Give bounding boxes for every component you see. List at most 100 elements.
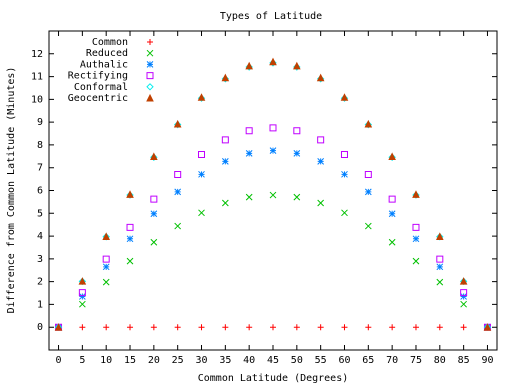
point bbox=[221, 136, 229, 144]
point bbox=[150, 195, 158, 203]
point bbox=[293, 127, 301, 135]
point bbox=[412, 257, 420, 265]
y-axis-label: Difference from Common Latitude (Minutes… bbox=[6, 67, 17, 314]
point bbox=[436, 255, 444, 263]
legend-label: Reduced bbox=[86, 48, 128, 59]
point bbox=[364, 171, 372, 179]
point bbox=[317, 136, 325, 144]
chart-title: Types of Latitude bbox=[220, 11, 322, 22]
point bbox=[412, 223, 420, 231]
point bbox=[389, 324, 396, 331]
point bbox=[150, 153, 158, 161]
point bbox=[460, 324, 467, 331]
point bbox=[364, 119, 373, 128]
legend-label: Common bbox=[92, 37, 128, 48]
point bbox=[174, 171, 182, 179]
point bbox=[388, 210, 396, 218]
point bbox=[364, 188, 372, 196]
point bbox=[483, 323, 492, 331]
legend-marker bbox=[147, 39, 153, 45]
point bbox=[269, 147, 277, 154]
point bbox=[269, 124, 277, 132]
x-tick-label: 60 bbox=[338, 355, 350, 366]
point bbox=[102, 263, 110, 271]
x-axis-label: Common Latitude (Degrees) bbox=[198, 373, 349, 384]
point bbox=[54, 323, 63, 331]
point bbox=[79, 293, 86, 300]
legend-label: Conformal bbox=[74, 82, 128, 93]
point bbox=[174, 188, 182, 196]
point bbox=[221, 73, 230, 82]
legend-label: Rectifying bbox=[68, 71, 128, 82]
point bbox=[293, 150, 301, 157]
point bbox=[388, 153, 396, 161]
point bbox=[198, 324, 205, 331]
point bbox=[364, 120, 373, 129]
point bbox=[245, 150, 253, 157]
point bbox=[341, 170, 348, 178]
point bbox=[340, 93, 349, 101]
point bbox=[245, 127, 253, 135]
x-tick-label: 35 bbox=[219, 355, 231, 366]
point bbox=[460, 293, 467, 300]
point bbox=[293, 193, 301, 201]
point bbox=[198, 150, 206, 158]
x-tick-label: 20 bbox=[148, 355, 160, 366]
point bbox=[412, 235, 420, 243]
x-tick-label: 85 bbox=[458, 355, 470, 366]
legend-marker bbox=[146, 72, 154, 80]
point bbox=[412, 191, 420, 199]
point bbox=[197, 93, 206, 101]
point bbox=[269, 57, 277, 66]
legend-marker bbox=[146, 83, 154, 91]
point bbox=[78, 277, 87, 285]
point bbox=[317, 324, 324, 331]
point bbox=[127, 324, 134, 331]
y-tick-label: 9 bbox=[37, 117, 43, 128]
point bbox=[174, 324, 181, 331]
x-tick-label: 55 bbox=[315, 355, 327, 366]
point bbox=[460, 289, 468, 297]
point bbox=[412, 324, 419, 331]
point bbox=[126, 257, 134, 265]
point bbox=[150, 324, 157, 331]
y-tick-label: 5 bbox=[37, 208, 43, 219]
x-tick-label: 15 bbox=[124, 355, 136, 366]
point bbox=[435, 232, 444, 241]
point bbox=[245, 61, 253, 70]
point bbox=[102, 255, 110, 263]
point bbox=[388, 238, 396, 246]
point bbox=[317, 157, 325, 165]
point bbox=[102, 278, 110, 286]
point bbox=[365, 324, 372, 331]
point bbox=[126, 235, 134, 243]
point bbox=[222, 324, 229, 331]
point bbox=[436, 263, 444, 271]
x-tick-label: 80 bbox=[434, 355, 446, 366]
point bbox=[412, 190, 420, 198]
point bbox=[364, 222, 372, 230]
point bbox=[173, 119, 182, 128]
point bbox=[78, 289, 86, 297]
y-tick-label: 8 bbox=[37, 140, 43, 151]
point bbox=[150, 210, 158, 218]
x-tick-label: 45 bbox=[267, 355, 279, 366]
point bbox=[126, 191, 134, 199]
legend-label: Geocentric bbox=[68, 93, 128, 104]
x-tick-label: 70 bbox=[386, 355, 398, 366]
point bbox=[388, 152, 396, 161]
point bbox=[150, 238, 158, 246]
point bbox=[460, 300, 467, 308]
y-tick-label: 12 bbox=[31, 49, 43, 60]
y-tick-label: 2 bbox=[37, 277, 43, 288]
legend-marker bbox=[146, 93, 154, 102]
point bbox=[173, 120, 182, 129]
x-tick-label: 75 bbox=[410, 355, 422, 366]
y-tick-label: 4 bbox=[37, 231, 43, 242]
x-tick-label: 0 bbox=[56, 355, 62, 366]
point bbox=[198, 209, 205, 217]
point bbox=[126, 223, 134, 231]
x-tick-label: 25 bbox=[172, 355, 184, 366]
point bbox=[245, 193, 253, 201]
